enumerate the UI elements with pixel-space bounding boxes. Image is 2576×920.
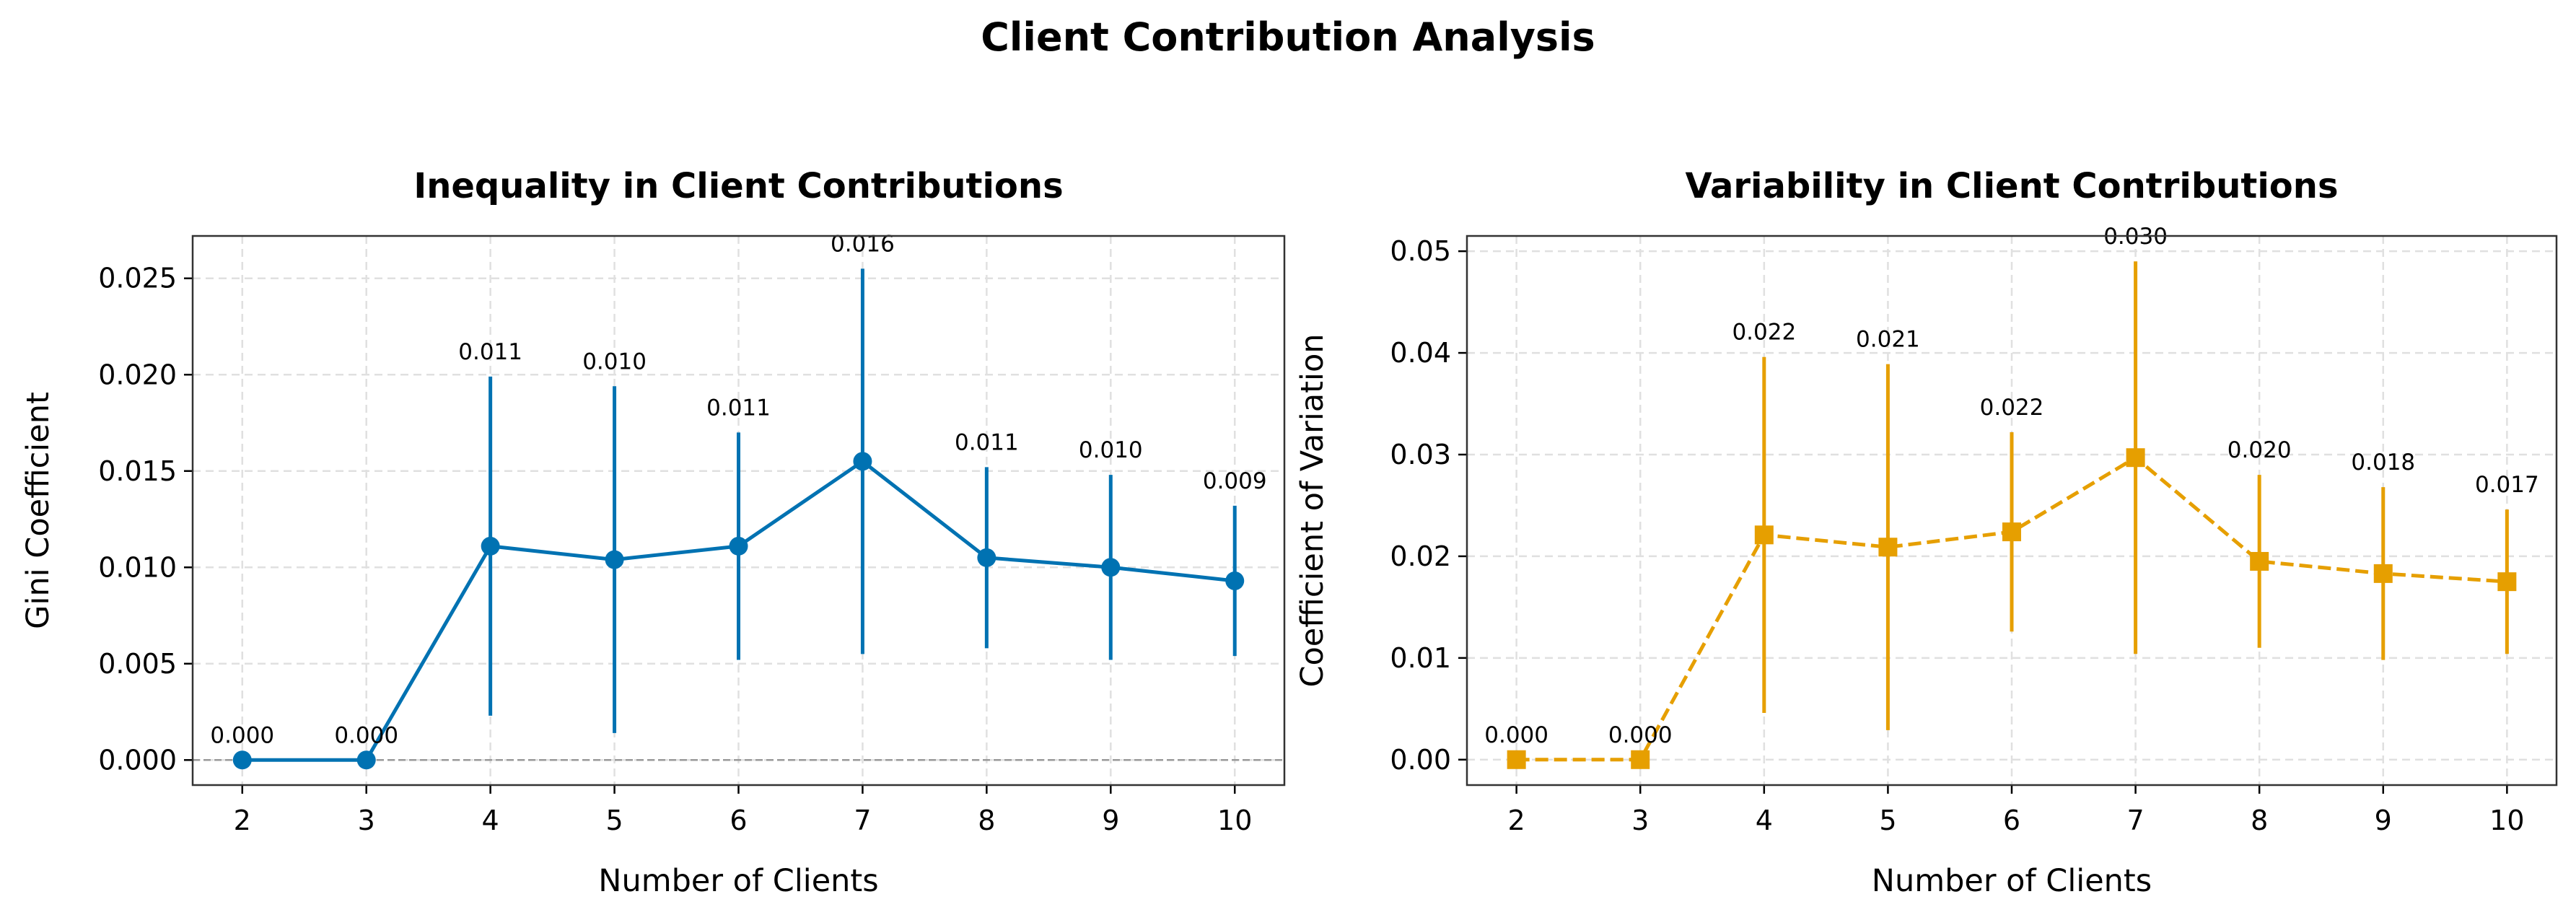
cv-data-label: 0.017 xyxy=(2475,472,2539,498)
cv-x-tick-label: 5 xyxy=(1879,805,1896,836)
cv-chart-panel: Variability in Client Contributions0.000… xyxy=(1294,166,2558,899)
gini-x-tick-label: 5 xyxy=(605,805,623,836)
cv-data-point xyxy=(2002,522,2021,542)
cv-x-tick-label: 3 xyxy=(1631,805,1649,836)
gini-y-tick-label: 0.005 xyxy=(98,648,177,680)
cv-data-label: 0.018 xyxy=(2351,450,2415,476)
gini-data-label: 0.000 xyxy=(334,722,398,748)
gini-data-point xyxy=(232,750,252,770)
cv-data-label: 0.000 xyxy=(1484,722,1548,748)
cv-y-tick-label: 0.01 xyxy=(1390,642,1451,674)
cv-data-label: 0.022 xyxy=(1732,320,1796,346)
cv-x-tick-label: 2 xyxy=(1508,805,1525,836)
gini-x-tick-label: 9 xyxy=(1102,805,1119,836)
gini-x-tick-label: 6 xyxy=(730,805,747,836)
cv-chart-title: Variability in Client Contributions xyxy=(1685,166,2338,206)
gini-data-label: 0.011 xyxy=(955,429,1019,455)
gini-plot-frame xyxy=(191,235,1286,787)
cv-data-point xyxy=(2126,448,2145,468)
gini-x-tick-label: 8 xyxy=(978,805,995,836)
cv-data-point xyxy=(1507,750,1526,769)
cv-x-tick-label: 4 xyxy=(1756,805,1773,836)
cv-data-point xyxy=(1878,538,1898,557)
cv-plot-frame xyxy=(1466,235,2558,787)
gini-y-tick-label: 0.010 xyxy=(98,551,177,583)
cv-x-tick-label: 7 xyxy=(2126,805,2144,836)
cv-data-label: 0.021 xyxy=(1856,327,1920,353)
cv-x-tick-label: 8 xyxy=(2251,805,2268,836)
cv-data-point xyxy=(2250,551,2269,571)
gini-y-tick-label: 0.000 xyxy=(98,744,177,776)
cv-y-tick-label: 0.04 xyxy=(1390,337,1451,369)
cv-x-axis-label: Number of Clients xyxy=(1872,863,2152,899)
cv-data-point xyxy=(2497,572,2517,592)
gini-data-label: 0.011 xyxy=(458,339,522,365)
gini-data-point xyxy=(729,536,748,556)
gini-y-tick-label: 0.025 xyxy=(98,263,177,294)
gini-data-label: 0.000 xyxy=(210,722,274,748)
gini-data-label: 0.011 xyxy=(706,395,771,421)
gini-data-point xyxy=(481,536,500,556)
cv-y-tick-label: 0.03 xyxy=(1390,439,1451,470)
gini-data-point xyxy=(356,750,376,770)
gini-x-tick-label: 7 xyxy=(854,805,871,836)
gini-data-point xyxy=(1225,571,1245,590)
gini-data-point xyxy=(853,452,872,471)
gini-x-tick-label: 10 xyxy=(1217,805,1252,836)
cv-data-label: 0.022 xyxy=(1980,395,2044,421)
cv-y-axis-label: Coefficient of Variation xyxy=(1294,333,1331,687)
gini-chart-panel: Inequality in Client Contributions 0.000 0… xyxy=(20,166,1286,899)
gini-x-tick-label: 2 xyxy=(234,805,251,836)
cv-data-label: 0.020 xyxy=(2227,437,2292,463)
gini-x-tick-label: 3 xyxy=(358,805,375,836)
gini-data-label: 0.010 xyxy=(1079,437,1143,463)
gini-data-label: 0.009 xyxy=(1203,468,1267,494)
cv-x-tick-label: 10 xyxy=(2489,805,2524,836)
cv-data-label: 0.000 xyxy=(1608,722,1673,748)
gini-data-label: 0.010 xyxy=(582,349,647,374)
figure-title: Client Contribution Analysis xyxy=(981,14,1595,60)
gini-chart-title: Inequality in Client Contributions xyxy=(413,166,1063,206)
cv-data-point xyxy=(1754,525,1774,545)
gini-x-axis-label: Number of Clients xyxy=(598,863,878,899)
gini-y-tick-label: 0.020 xyxy=(98,359,177,390)
cv-x-tick-label: 9 xyxy=(2375,805,2392,836)
gini-x-tick-label: 4 xyxy=(482,805,499,836)
gini-data-point xyxy=(605,550,624,569)
gini-data-point xyxy=(1101,558,1121,577)
cv-y-tick-label: 0.05 xyxy=(1390,235,1451,267)
gini-y-tick-label: 0.015 xyxy=(98,455,177,487)
gini-data-point xyxy=(977,548,996,567)
cv-data-point xyxy=(1631,750,1650,769)
cv-data-point xyxy=(2373,564,2393,583)
gini-y-axis-label: Gini Coefficient xyxy=(20,392,56,629)
cv-y-tick-label: 0.02 xyxy=(1390,540,1451,572)
cv-y-tick-label: 0.00 xyxy=(1390,744,1451,776)
cv-x-tick-label: 6 xyxy=(2003,805,2020,836)
